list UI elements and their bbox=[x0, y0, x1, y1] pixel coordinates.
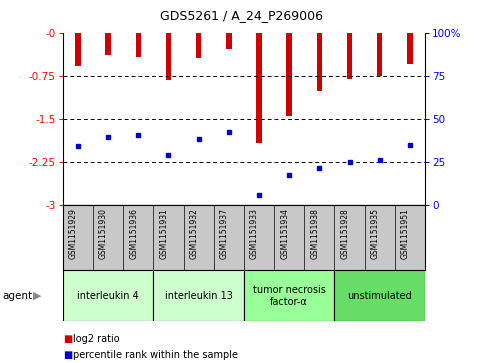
Bar bbox=[317, 33, 322, 91]
Bar bbox=[256, 33, 262, 143]
Text: percentile rank within the sample: percentile rank within the sample bbox=[73, 350, 239, 360]
Text: GSM1151932: GSM1151932 bbox=[190, 208, 199, 259]
Text: GSM1151930: GSM1151930 bbox=[99, 208, 108, 259]
Text: agent: agent bbox=[2, 291, 32, 301]
Text: GSM1151928: GSM1151928 bbox=[341, 208, 350, 259]
Bar bbox=[136, 33, 141, 57]
FancyBboxPatch shape bbox=[244, 270, 334, 321]
Bar bbox=[226, 33, 231, 49]
Bar bbox=[75, 33, 81, 66]
Text: GSM1151938: GSM1151938 bbox=[311, 208, 319, 259]
Text: ▶: ▶ bbox=[33, 291, 42, 301]
Text: GSM1151936: GSM1151936 bbox=[129, 208, 138, 259]
FancyBboxPatch shape bbox=[154, 270, 244, 321]
Text: unstimulated: unstimulated bbox=[347, 291, 412, 301]
Bar bbox=[105, 33, 111, 54]
FancyBboxPatch shape bbox=[334, 270, 425, 321]
Text: tumor necrosis
factor-α: tumor necrosis factor-α bbox=[253, 285, 326, 307]
Bar bbox=[286, 33, 292, 116]
Text: GSM1151937: GSM1151937 bbox=[220, 208, 229, 259]
Text: ■: ■ bbox=[63, 334, 72, 344]
Text: GSM1151934: GSM1151934 bbox=[280, 208, 289, 259]
Bar bbox=[196, 33, 201, 58]
Text: GSM1151929: GSM1151929 bbox=[69, 208, 78, 259]
Text: ■: ■ bbox=[63, 350, 72, 360]
Text: GSM1151935: GSM1151935 bbox=[371, 208, 380, 259]
Bar bbox=[377, 33, 383, 76]
Text: GDS5261 / A_24_P269006: GDS5261 / A_24_P269006 bbox=[160, 9, 323, 22]
Text: GSM1151933: GSM1151933 bbox=[250, 208, 259, 259]
Bar bbox=[407, 33, 412, 64]
Text: interleukin 13: interleukin 13 bbox=[165, 291, 233, 301]
Bar bbox=[347, 33, 352, 79]
Text: interleukin 4: interleukin 4 bbox=[77, 291, 139, 301]
Text: log2 ratio: log2 ratio bbox=[73, 334, 120, 344]
Bar bbox=[166, 33, 171, 80]
FancyBboxPatch shape bbox=[63, 270, 154, 321]
Text: GSM1151931: GSM1151931 bbox=[159, 208, 169, 259]
Text: GSM1151951: GSM1151951 bbox=[401, 208, 410, 259]
